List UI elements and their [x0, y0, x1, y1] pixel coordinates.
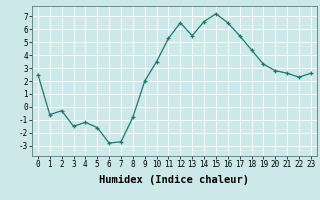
X-axis label: Humidex (Indice chaleur): Humidex (Indice chaleur)	[100, 175, 249, 185]
